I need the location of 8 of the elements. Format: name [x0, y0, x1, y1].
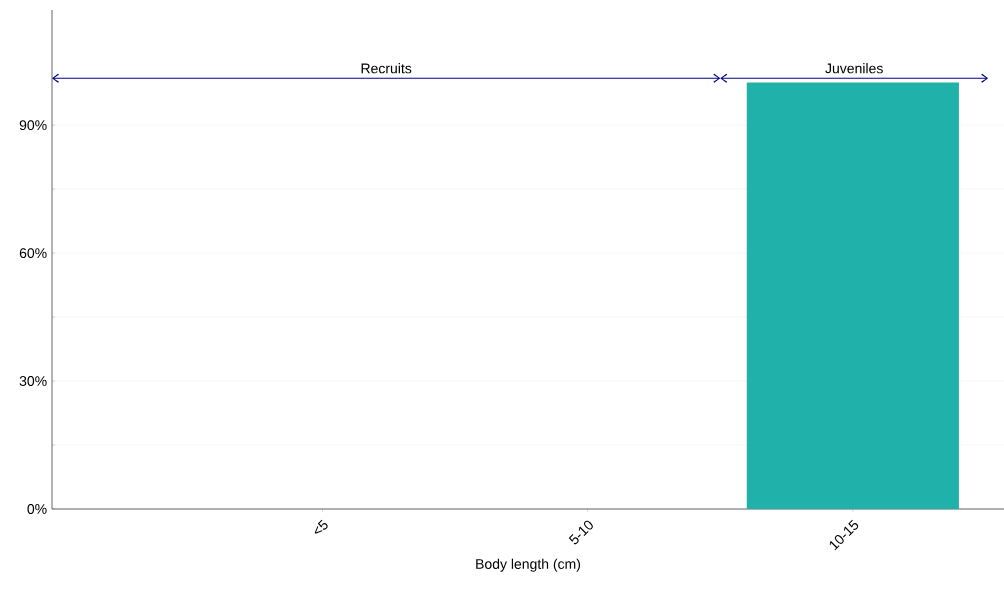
y-tick-label: 30%	[19, 376, 47, 387]
x-axis-title: Body length (cm)	[476, 558, 581, 572]
y-tick-label: 60%	[19, 248, 47, 259]
y-tick-label: 0%	[27, 504, 47, 514]
annotation: Recruits	[361, 63, 412, 74]
y-tick-label: 90%	[19, 120, 47, 131]
x-tick-label: <5	[314, 519, 328, 534]
annotation: Juveniles	[825, 63, 883, 74]
